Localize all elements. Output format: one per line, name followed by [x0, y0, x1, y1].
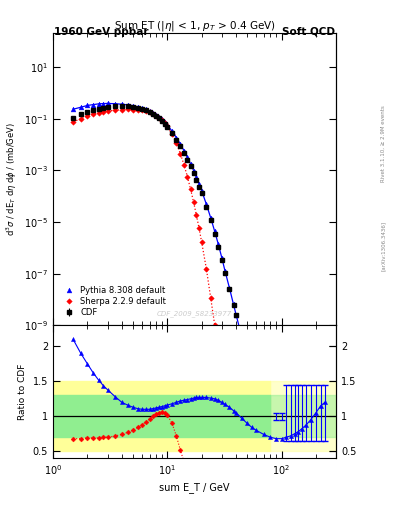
- Sherpa 2.2.9 default: [135, 107, 140, 113]
- Pythia 8.308 default: [105, 100, 110, 106]
- Sherpa 2.2.9 default: [231, 463, 236, 469]
- Sherpa 2.2.9 default: [147, 110, 152, 116]
- Sherpa 2.2.9 default: [101, 109, 106, 115]
- Sherpa 2.2.9 default: [79, 116, 83, 122]
- Sherpa 2.2.9 default: [160, 117, 164, 123]
- Text: 1960 GeV ppbar: 1960 GeV ppbar: [54, 27, 149, 37]
- Y-axis label: d$^3\sigma$ / dE$_T$ d$\eta$ d$\phi$ / (mb/GeV): d$^3\sigma$ / dE$_T$ d$\eta$ d$\phi$ / (…: [4, 122, 18, 236]
- Sherpa 2.2.9 default: [208, 295, 213, 301]
- Sherpa 2.2.9 default: [157, 115, 162, 121]
- Pythia 8.308 default: [254, 399, 259, 406]
- Sherpa 2.2.9 default: [96, 110, 101, 116]
- Sherpa 2.2.9 default: [212, 322, 217, 328]
- Pythia 8.308 default: [234, 311, 239, 317]
- Text: Soft QCD: Soft QCD: [282, 27, 335, 37]
- Sherpa 2.2.9 default: [170, 131, 174, 137]
- Sherpa 2.2.9 default: [113, 107, 118, 113]
- Sherpa 2.2.9 default: [194, 212, 199, 219]
- Sherpa 2.2.9 default: [191, 199, 196, 205]
- Sherpa 2.2.9 default: [162, 120, 167, 126]
- Sherpa 2.2.9 default: [91, 111, 95, 117]
- Sherpa 2.2.9 default: [71, 119, 75, 125]
- Sherpa 2.2.9 default: [222, 397, 227, 403]
- Legend: Pythia 8.308 default, Sherpa 2.2.9 default, CDF: Pythia 8.308 default, Sherpa 2.2.9 defau…: [60, 284, 167, 318]
- Sherpa 2.2.9 default: [219, 372, 224, 378]
- Line: Sherpa 2.2.9 default: Sherpa 2.2.9 default: [71, 108, 288, 512]
- Sherpa 2.2.9 default: [174, 140, 179, 146]
- Pythia 8.308 default: [71, 106, 75, 112]
- Sherpa 2.2.9 default: [105, 108, 110, 114]
- Sherpa 2.2.9 default: [216, 347, 221, 353]
- Pythia 8.308 default: [147, 108, 152, 114]
- Sherpa 2.2.9 default: [204, 266, 209, 272]
- Sherpa 2.2.9 default: [185, 174, 190, 180]
- Text: CDF_2009_S8233977: CDF_2009_S8233977: [157, 310, 232, 317]
- Sherpa 2.2.9 default: [130, 106, 135, 113]
- Sherpa 2.2.9 default: [178, 151, 183, 157]
- Sherpa 2.2.9 default: [154, 113, 158, 119]
- Sherpa 2.2.9 default: [140, 108, 144, 114]
- Sherpa 2.2.9 default: [199, 239, 204, 245]
- Sherpa 2.2.9 default: [188, 186, 193, 193]
- Sherpa 2.2.9 default: [165, 123, 170, 130]
- Y-axis label: Ratio to CDF: Ratio to CDF: [18, 364, 27, 420]
- Title: Sum ET ($|\eta|$ < 1, $p_T$ > 0.4 GeV): Sum ET ($|\eta|$ < 1, $p_T$ > 0.4 GeV): [114, 19, 275, 33]
- Sherpa 2.2.9 default: [85, 113, 90, 119]
- Text: Rivet 3.1.10, ≥ 2.9M events: Rivet 3.1.10, ≥ 2.9M events: [381, 105, 386, 182]
- Sherpa 2.2.9 default: [151, 111, 155, 117]
- Sherpa 2.2.9 default: [125, 106, 130, 113]
- Line: Pythia 8.308 default: Pythia 8.308 default: [71, 101, 327, 512]
- Sherpa 2.2.9 default: [197, 225, 202, 231]
- Sherpa 2.2.9 default: [234, 483, 239, 489]
- Sherpa 2.2.9 default: [182, 162, 186, 168]
- Text: [arXiv:1306.3436]: [arXiv:1306.3436]: [381, 221, 386, 271]
- X-axis label: sum E_T / GeV: sum E_T / GeV: [159, 482, 230, 494]
- Sherpa 2.2.9 default: [119, 106, 124, 113]
- Sherpa 2.2.9 default: [227, 431, 232, 437]
- Sherpa 2.2.9 default: [143, 108, 148, 114]
- Pythia 8.308 default: [151, 110, 155, 116]
